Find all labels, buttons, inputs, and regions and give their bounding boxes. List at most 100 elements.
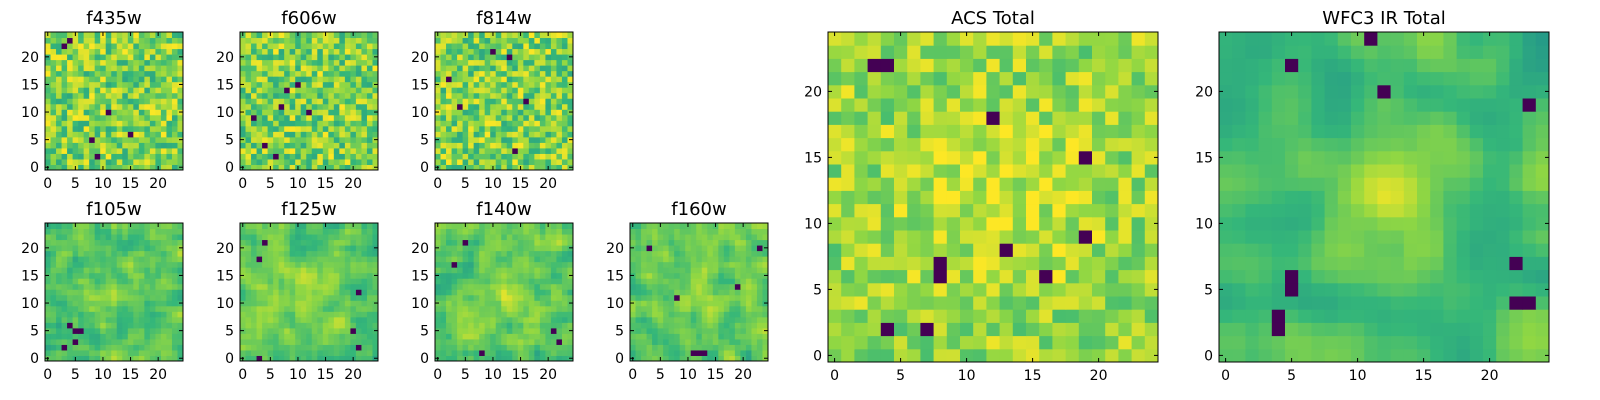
heatmap-cell (550, 153, 557, 160)
heatmap-cell (999, 348, 1014, 363)
heatmap-cell (712, 349, 719, 356)
heatmap-cell (534, 355, 541, 362)
heatmap-cell (366, 316, 373, 323)
heatmap-cell (289, 349, 296, 356)
heatmap-cell (262, 283, 269, 290)
heatmap-cell (545, 131, 552, 138)
heatmap-cell (256, 103, 263, 110)
heatmap-cell (663, 294, 670, 301)
heatmap-cell (550, 349, 557, 356)
heatmap-cell (339, 305, 346, 312)
heatmap-cell (89, 70, 96, 77)
heatmap-cell (539, 349, 546, 356)
heatmap-cell (295, 114, 302, 121)
heatmap-cell (61, 283, 68, 290)
heatmap-cell (267, 158, 274, 165)
heatmap-cell (56, 278, 63, 285)
heatmap-cell (317, 278, 324, 285)
heatmap-cell (372, 147, 379, 154)
heatmap-cell (350, 54, 357, 61)
heatmap-cell (160, 311, 167, 318)
heatmap-cell (138, 327, 145, 334)
heatmap-cell (267, 311, 274, 318)
heatmap-cell (50, 164, 57, 171)
heatmap-cell (300, 289, 307, 296)
heatmap-cell (523, 65, 530, 72)
heatmap-cell (657, 256, 664, 263)
heatmap-cell (729, 239, 736, 246)
heatmap-cell (256, 245, 263, 252)
heatmap-cell (501, 305, 508, 312)
heatmap-cell (550, 234, 557, 241)
heatmap-cell (517, 272, 524, 279)
heatmap-cell (256, 43, 263, 50)
heatmap-cell (155, 142, 162, 149)
heatmap-cell (479, 54, 486, 61)
heatmap-cell (999, 164, 1014, 178)
heatmap-cell (94, 125, 101, 132)
heatmap-cell (111, 65, 118, 72)
heatmap-cell (177, 65, 184, 72)
heatmap-cell (328, 228, 335, 235)
heatmap-cell (734, 294, 741, 301)
heatmap-cell (712, 305, 719, 312)
heatmap-cell (267, 43, 274, 50)
heatmap-cell (696, 349, 703, 356)
heatmap-cell (457, 32, 464, 39)
heatmap-cell (116, 267, 123, 274)
heatmap-cell (854, 177, 869, 191)
heatmap-cell (707, 261, 714, 268)
heatmap-cell (177, 153, 184, 160)
heatmap-cell (240, 158, 247, 165)
heatmap-cell (539, 76, 546, 83)
heatmap-cell (333, 87, 340, 94)
heatmap-cell (701, 349, 708, 356)
heatmap-cell (78, 338, 85, 345)
heatmap-cell (729, 256, 736, 263)
heatmap-cell (273, 125, 280, 132)
heatmap-cell (267, 349, 274, 356)
heatmap-cell (273, 355, 280, 362)
heatmap-cell (457, 267, 464, 274)
heatmap-cell (311, 76, 318, 83)
heatmap-cell (1092, 164, 1106, 178)
heatmap-cell (646, 289, 653, 296)
heatmap-cell (144, 32, 151, 39)
heatmap-cell (1039, 348, 1053, 363)
heatmap-cell (556, 103, 563, 110)
heatmap-cell (300, 344, 307, 351)
heatmap-cell (361, 256, 368, 263)
heatmap-cell (256, 158, 263, 165)
heatmap-cell (894, 190, 908, 205)
heatmap-cell (473, 48, 480, 55)
heatmap-cell (517, 59, 524, 66)
heatmap-cell (311, 131, 318, 138)
heatmap-cell (94, 136, 101, 143)
heatmap-cell (1144, 309, 1159, 323)
heatmap-cell (854, 190, 869, 205)
heatmap-cell (751, 316, 758, 323)
heatmap-cell (350, 37, 357, 44)
heatmap-cell (729, 289, 736, 296)
heatmap-cell (339, 338, 346, 345)
heatmap-cell (668, 327, 675, 334)
heatmap-cell (718, 294, 725, 301)
heatmap-cell (344, 239, 351, 246)
heatmap-cell (50, 32, 57, 39)
heatmap-cell (94, 98, 101, 105)
heatmap-cell (550, 92, 557, 99)
heatmap-cell (512, 125, 519, 132)
heatmap-cell (361, 311, 368, 318)
x-tick-label: 5 (461, 367, 470, 383)
heatmap-cell (67, 109, 74, 116)
heatmap-cell (256, 305, 263, 312)
heatmap-cell (149, 300, 156, 307)
heatmap-cell (72, 114, 79, 121)
heatmap-cell (166, 223, 173, 230)
heatmap-cell (473, 158, 480, 165)
heatmap-cell (256, 147, 263, 154)
heatmap-cell (501, 239, 508, 246)
heatmap-cell (50, 344, 57, 351)
heatmap-cell (451, 125, 458, 132)
